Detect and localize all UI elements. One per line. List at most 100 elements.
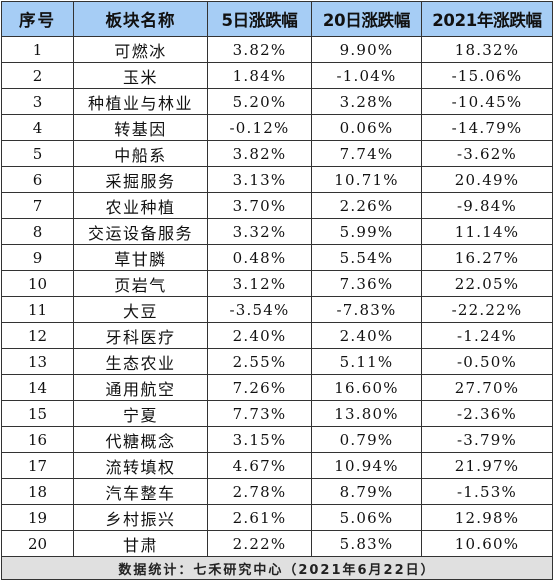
table-footer: 数据统计：七禾研究中心（2021年6月22日） [1,556,553,580]
header-20d-change: 20日涨跌幅 [311,1,422,37]
cell-5d-change: 3.82% [207,140,312,167]
cell-sector-name: 农业种植 [73,192,208,219]
cell-sector-name: 交运设备服务 [73,218,208,245]
cell-20d-change: 7.74% [311,140,422,167]
header-row: 序号 板块名称 5日涨跌幅 20日涨跌幅 2021年涨跌幅 [1,1,553,37]
header-ytd-change: 2021年涨跌幅 [421,1,553,37]
cell-sector-name: 汽车整车 [73,478,208,505]
cell-sector-name: 乡村振兴 [73,504,208,531]
cell-ytd-change: -22.22% [421,296,553,323]
table-row: 9 草甘膦 0.48% 5.54% 16.27% [1,244,553,271]
cell-index: 1 [1,36,74,63]
cell-sector-name: 代糖概念 [73,426,208,453]
cell-index: 8 [1,218,74,245]
cell-sector-name: 大豆 [73,296,208,323]
table-row: 13 生态农业 2.55% 5.11% -0.50% [1,348,553,375]
header-sector-name: 板块名称 [73,1,208,37]
cell-5d-change: -0.12% [207,114,312,141]
table-row: 11 大豆 -3.54% -7.83% -22.22% [1,296,553,323]
cell-5d-change: 2.22% [207,530,312,557]
cell-5d-change: 3.15% [207,426,312,453]
header-index: 序号 [1,1,74,37]
cell-ytd-change: -10.45% [421,88,553,115]
table-row: 14 通用航空 7.26% 16.60% 27.70% [1,374,553,401]
cell-20d-change: 0.79% [311,426,422,453]
cell-ytd-change: -0.50% [421,348,553,375]
cell-sector-name: 牙科医疗 [73,322,208,349]
cell-ytd-change: -2.36% [421,400,553,427]
cell-ytd-change: -3.62% [421,140,553,167]
table-header: 序号 板块名称 5日涨跌幅 20日涨跌幅 2021年涨跌幅 [1,1,553,37]
cell-20d-change: 5.54% [311,244,422,271]
cell-ytd-change: 18.32% [421,36,553,63]
table-row: 8 交运设备服务 3.32% 5.99% 11.14% [1,218,553,245]
cell-20d-change: 5.99% [311,218,422,245]
table-row: 5 中船系 3.82% 7.74% -3.62% [1,140,553,167]
cell-ytd-change: -1.53% [421,478,553,505]
cell-5d-change: 4.67% [207,452,312,479]
cell-20d-change: -1.04% [311,62,422,89]
table-row: 16 代糖概念 3.15% 0.79% -3.79% [1,426,553,453]
cell-index: 12 [1,322,74,349]
cell-index: 7 [1,192,74,219]
cell-sector-name: 采掘服务 [73,166,208,193]
header-5d-change: 5日涨跌幅 [207,1,312,37]
table-row: 1 可燃冰 3.82% 9.90% 18.32% [1,36,553,63]
cell-index: 9 [1,244,74,271]
cell-sector-name: 通用航空 [73,374,208,401]
cell-index: 4 [1,114,74,141]
cell-20d-change: -7.83% [311,296,422,323]
cell-5d-change: 3.13% [207,166,312,193]
cell-index: 10 [1,270,74,297]
table-row: 6 采掘服务 3.13% 10.71% 20.49% [1,166,553,193]
cell-5d-change: -3.54% [207,296,312,323]
cell-sector-name: 中船系 [73,140,208,167]
cell-20d-change: 9.90% [311,36,422,63]
cell-20d-change: 2.40% [311,322,422,349]
cell-20d-change: 5.11% [311,348,422,375]
cell-5d-change: 3.12% [207,270,312,297]
cell-ytd-change: -9.84% [421,192,553,219]
data-source-note: 数据统计：七禾研究中心（2021年6月22日） [1,556,553,580]
cell-20d-change: 3.28% [311,88,422,115]
cell-ytd-change: 20.49% [421,166,553,193]
cell-20d-change: 10.71% [311,166,422,193]
cell-5d-change: 2.61% [207,504,312,531]
cell-index: 5 [1,140,74,167]
cell-ytd-change: 10.60% [421,530,553,557]
table-body: 1 可燃冰 3.82% 9.90% 18.32% 2 玉米 1.84% -1.04% -15.06… [1,36,553,557]
table-row: 12 牙科医疗 2.40% 2.40% -1.24% [1,322,553,349]
cell-index: 6 [1,166,74,193]
cell-ytd-change: -1.24% [421,322,553,349]
cell-sector-name: 转基因 [73,114,208,141]
cell-20d-change: 2.26% [311,192,422,219]
cell-ytd-change: -14.79% [421,114,553,141]
cell-sector-name: 可燃冰 [73,36,208,63]
cell-5d-change: 2.40% [207,322,312,349]
cell-ytd-change: -3.79% [421,426,553,453]
cell-ytd-change: 11.14% [421,218,553,245]
cell-index: 13 [1,348,74,375]
cell-sector-name: 流转填权 [73,452,208,479]
cell-index: 11 [1,296,74,323]
cell-ytd-change: 22.05% [421,270,553,297]
cell-index: 14 [1,374,74,401]
table-row: 3 种植业与林业 5.20% 3.28% -10.45% [1,88,553,115]
cell-ytd-change: 12.98% [421,504,553,531]
table-row: 7 农业种植 3.70% 2.26% -9.84% [1,192,553,219]
cell-sector-name: 宁夏 [73,400,208,427]
cell-index: 20 [1,530,74,557]
cell-sector-name: 玉米 [73,62,208,89]
cell-sector-name: 种植业与林业 [73,88,208,115]
cell-5d-change: 1.84% [207,62,312,89]
table-row: 15 宁夏 7.73% 13.80% -2.36% [1,400,553,427]
cell-5d-change: 0.48% [207,244,312,271]
cell-20d-change: 7.36% [311,270,422,297]
cell-5d-change: 7.73% [207,400,312,427]
cell-index: 17 [1,452,74,479]
cell-sector-name: 生态农业 [73,348,208,375]
cell-5d-change: 3.32% [207,218,312,245]
cell-5d-change: 2.78% [207,478,312,505]
